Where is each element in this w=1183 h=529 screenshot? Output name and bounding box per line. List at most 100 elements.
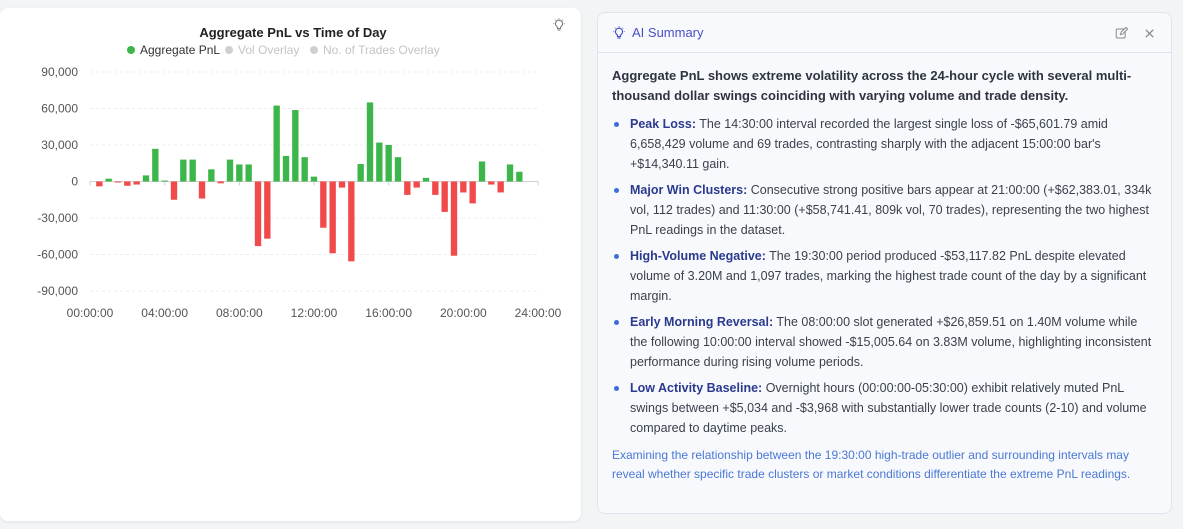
x-tick-label: 24:00:00 xyxy=(515,306,562,320)
legend-item[interactable]: Vol Overlay xyxy=(225,43,299,57)
pnl-bar xyxy=(469,181,476,204)
y-tick-label: 30,000 xyxy=(41,138,78,152)
y-tick-label: 60,000 xyxy=(41,102,78,116)
pnl-chart: Aggregate PnL vs Time of Day Aggregate P… xyxy=(37,25,562,320)
pnl-bar xyxy=(152,148,159,182)
pnl-bar xyxy=(114,181,122,183)
pnl-bar xyxy=(226,159,234,182)
pnl-bar xyxy=(450,181,458,256)
pnl-bar xyxy=(273,105,280,182)
summary-footer-note: Examining the relationship between the 1… xyxy=(612,448,1131,481)
pnl-bar xyxy=(478,161,486,182)
pnl-bar xyxy=(404,181,411,195)
pnl-bar xyxy=(366,102,374,182)
pnl-bar xyxy=(124,181,131,186)
pnl-bar xyxy=(161,180,168,182)
legend-label: No. of Trades Overlay xyxy=(323,43,440,57)
pnl-bar xyxy=(254,181,262,247)
summary-point: High-Volume Negative: The 19:30:00 perio… xyxy=(612,246,1157,306)
pnl-bar xyxy=(170,181,178,200)
y-tick-label: 90,000 xyxy=(41,65,78,79)
point-text: The 14:30:00 interval recorded the large… xyxy=(630,117,1108,171)
pnl-bar xyxy=(329,181,336,254)
summary-points: Peak Loss: The 14:30:00 interval recorde… xyxy=(612,114,1157,438)
chart-bars xyxy=(96,102,523,262)
pnl-bar xyxy=(422,177,430,182)
pnl-bar xyxy=(180,159,187,182)
x-tick-label: 20:00:00 xyxy=(440,306,487,320)
x-tick-label: 00:00:00 xyxy=(67,306,114,320)
y-tick-label: -30,000 xyxy=(37,211,78,225)
y-tick-label: -90,000 xyxy=(37,284,78,298)
pnl-bar xyxy=(282,155,290,182)
pnl-bar xyxy=(441,181,448,212)
summary-point: Major Win Clusters: Consecutive strong p… xyxy=(612,180,1157,240)
summary-header: AI Summary xyxy=(598,13,1171,53)
chart-card: Aggregate PnL vs Time of Day Aggregate P… xyxy=(0,8,581,521)
point-text: Consecutive strong positive bars appear … xyxy=(630,183,1152,237)
legend-swatch xyxy=(127,46,135,54)
close-button[interactable] xyxy=(1141,25,1157,41)
pnl-bar xyxy=(142,175,150,182)
legend-swatch xyxy=(310,46,318,54)
pnl-bar xyxy=(348,181,355,262)
point-text: Overnight hours (00:00:00-05:30:00) exhi… xyxy=(630,381,1147,435)
legend-label: Aggregate PnL xyxy=(140,43,220,57)
pnl-bar xyxy=(301,157,308,182)
pnl-bar xyxy=(208,169,215,182)
summary-point: Early Morning Reversal: The 08:00:00 slo… xyxy=(612,312,1157,372)
x-tick-label: 12:00:00 xyxy=(291,306,338,320)
point-text: The 08:00:00 slot generated +$26,859.51 … xyxy=(630,315,1152,369)
pnl-bar xyxy=(460,181,467,193)
pnl-bar xyxy=(217,181,224,184)
pnl-bar xyxy=(413,181,420,188)
pnl-bar xyxy=(432,181,439,195)
y-axis: 90,000 60,000 30,000 0 -30,000 -60,000 -90,000 xyxy=(37,65,78,298)
legend-item[interactable]: No. of Trades Overlay xyxy=(310,43,440,57)
point-heading: Low Activity Baseline: xyxy=(630,381,763,395)
lightbulb-icon xyxy=(553,18,565,31)
y-tick-label: -60,000 xyxy=(37,248,78,262)
legend-item[interactable]: Aggregate PnL xyxy=(127,43,220,57)
pnl-bar xyxy=(376,142,383,182)
close-icon xyxy=(1144,28,1154,38)
point-text: The 19:30:00 period produced -$53,117.82… xyxy=(630,249,1147,303)
summary-actions xyxy=(1113,25,1157,41)
chart-title: Aggregate PnL vs Time of Day xyxy=(199,25,387,40)
pnl-bar xyxy=(292,110,299,182)
pnl-bar xyxy=(338,181,346,188)
pnl-bar xyxy=(105,178,112,182)
pnl-bar xyxy=(516,171,523,182)
edit-button[interactable] xyxy=(1113,25,1129,41)
pnl-bar xyxy=(394,157,402,182)
pnl-bar xyxy=(189,159,196,182)
chart-legend: Aggregate PnL Vol Overlay No. of Trades Ov… xyxy=(127,43,440,57)
pnl-bar xyxy=(96,181,103,187)
edit-icon xyxy=(1115,26,1128,38)
summary-point: Peak Loss: The 14:30:00 interval recorde… xyxy=(612,114,1157,174)
pnl-bar xyxy=(264,181,271,239)
pnl-bar xyxy=(357,164,364,182)
pnl-bar xyxy=(198,181,206,199)
summary-body: Aggregate PnL shows extreme volatility a… xyxy=(598,53,1171,484)
chart-insight-button[interactable] xyxy=(552,18,570,36)
point-heading: Early Morning Reversal: xyxy=(630,315,774,329)
pnl-bar xyxy=(488,181,495,185)
pnl-bar xyxy=(310,176,318,182)
legend-label: Vol Overlay xyxy=(238,43,299,57)
x-tick-label: 04:00:00 xyxy=(141,306,188,320)
summary-lead: Aggregate PnL shows extreme volatility a… xyxy=(612,68,1132,103)
pnl-bar xyxy=(385,145,392,182)
x-axis: 00:00:00 04:00:00 08:00:00 12:00:00 16:00:00… xyxy=(67,181,562,320)
pnl-bar xyxy=(320,181,327,228)
pnl-bar xyxy=(245,164,252,182)
summary-title: AI Summary xyxy=(632,25,704,40)
pnl-bar xyxy=(497,181,504,193)
legend-swatch xyxy=(225,46,233,54)
pnl-bar xyxy=(133,181,140,185)
summary-point: Low Activity Baseline: Overnight hours (… xyxy=(612,378,1157,438)
x-tick-label: 16:00:00 xyxy=(365,306,412,320)
x-tick-label: 08:00:00 xyxy=(216,306,263,320)
pnl-bar xyxy=(236,164,243,182)
point-heading: Peak Loss: xyxy=(630,117,697,131)
